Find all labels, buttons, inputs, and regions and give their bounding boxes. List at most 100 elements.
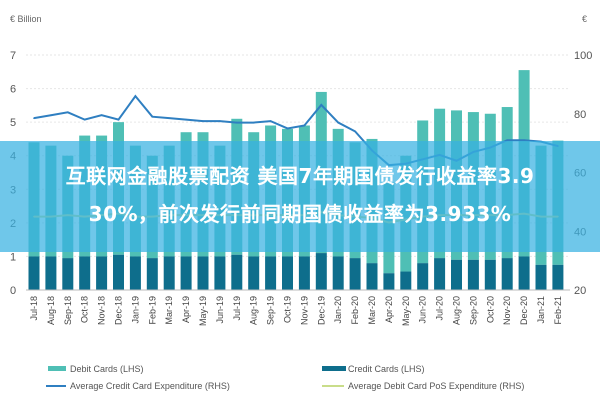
x-tick-label: Oct-20	[485, 296, 495, 323]
headline-banner: 互联网金融股票配资 美国7年期国债发行收益率3.9 30%，前次发行前同期国债收…	[0, 141, 600, 252]
bar-credit	[180, 256, 192, 290]
left-tick-label: 1	[10, 251, 16, 263]
x-tick-label: May-20	[401, 296, 411, 326]
line-point	[523, 139, 525, 141]
bar-credit	[45, 256, 57, 290]
right-tick-label: 20	[574, 285, 586, 297]
line-point	[506, 139, 509, 141]
bar-credit	[96, 256, 108, 290]
x-tick-label: Sep-18	[63, 296, 73, 325]
line-point	[185, 118, 187, 121]
line-point	[33, 117, 35, 119]
x-tick-label: Nov-20	[502, 296, 512, 325]
right-tick-label: 80	[574, 109, 586, 121]
x-tick-label: Feb-19	[147, 296, 157, 325]
legend-debit: Debit Cards (LHS)	[70, 364, 144, 374]
x-tick-label: Dec-18	[114, 296, 124, 325]
legend-swatch-debit	[48, 366, 66, 371]
x-tick-label: Sep-20	[468, 296, 478, 325]
line-point	[134, 95, 137, 97]
bar-credit	[434, 258, 446, 290]
bar-credit	[383, 273, 395, 290]
bar-credit	[467, 259, 479, 290]
legend-debit-exp: Average Debit Card PoS Expenditure (RHS)	[348, 381, 524, 391]
x-tick-label: Sep-19	[266, 296, 276, 325]
left-tick-label: 6	[10, 84, 16, 96]
x-tick-label: Dec-20	[519, 296, 529, 325]
x-tick-label: Jun-20	[418, 296, 428, 324]
bar-credit	[231, 254, 243, 290]
x-tick-label: Feb-20	[350, 296, 360, 325]
x-tick-label: Mar-20	[367, 296, 377, 325]
x-tick-label: Jan-19	[130, 296, 140, 324]
line-point	[252, 121, 255, 124]
x-tick-label: Jan-21	[536, 296, 546, 324]
x-tick-label: Aug-20	[452, 296, 462, 325]
bar-credit	[417, 263, 429, 290]
left-tick-label: 7	[10, 50, 16, 62]
line-point	[151, 115, 154, 118]
bar-credit	[349, 258, 361, 290]
line-point	[354, 130, 356, 133]
bar-credit	[451, 259, 462, 290]
line-point	[337, 121, 340, 124]
bar-credit	[315, 253, 327, 290]
line-point	[219, 120, 221, 122]
bar-credit	[366, 263, 378, 290]
line-point	[117, 118, 120, 121]
bar-credit	[248, 256, 260, 290]
line-point	[320, 104, 323, 106]
x-tick-label: Aug-18	[46, 296, 56, 325]
line-point	[67, 111, 69, 114]
line-point	[168, 117, 170, 119]
bar-credit	[197, 256, 209, 290]
bar-credit	[282, 256, 293, 290]
x-tick-label: Aug-19	[249, 296, 259, 325]
x-tick-label: Apr-20	[384, 296, 394, 323]
legend-credit: Credit Cards (LHS)	[348, 364, 425, 374]
right-axis-unit: €	[582, 14, 587, 24]
line-point	[286, 127, 289, 130]
bar-credit	[298, 256, 310, 290]
x-tick-label: Feb-21	[553, 296, 563, 325]
x-tick-label: Jul-18	[29, 296, 39, 321]
line-point	[83, 118, 86, 121]
x-tick-label: Oct-18	[80, 296, 90, 323]
headline-line-2: 30%，前次发行前同期国债收益率为3.933%	[88, 202, 512, 226]
line-point	[202, 120, 204, 122]
bar-credit	[265, 256, 277, 290]
line-point	[50, 114, 52, 117]
x-tick-label: Jul-19	[232, 296, 242, 321]
bar-credit	[501, 258, 513, 290]
x-tick-label: Jun-19	[215, 296, 225, 324]
right-tick-label: 100	[574, 50, 592, 62]
bar-credit	[146, 258, 158, 290]
x-tick-label: Jul-20	[435, 296, 445, 321]
x-tick-label: Apr-19	[181, 296, 191, 323]
bar-credit	[400, 271, 412, 290]
legend: Debit Cards (LHS) Credit Cards (LHS) Ave…	[46, 364, 524, 391]
bar-credit	[552, 264, 564, 290]
bar-credit	[79, 256, 91, 290]
x-tick-label: Dec-19	[316, 296, 326, 325]
legend-swatch-credit	[322, 366, 346, 371]
x-tick-label: May-19	[198, 296, 208, 326]
bar-credit	[484, 259, 496, 290]
x-tick-label: Nov-19	[299, 296, 309, 325]
bar-credit	[332, 256, 344, 290]
bar-credit	[129, 256, 141, 290]
bar-credit	[113, 254, 124, 290]
legend-credit-exp: Average Credit Card Expenditure (RHS)	[70, 381, 230, 391]
x-tick-label: Oct-19	[283, 296, 293, 323]
bar-credit	[28, 256, 40, 290]
bar-credit	[214, 256, 226, 290]
x-tick-label: Mar-19	[164, 296, 174, 325]
bar-credit	[62, 258, 74, 290]
bar-credit	[518, 256, 530, 290]
left-axis-unit: € Billion	[10, 14, 42, 24]
bar-credit	[535, 264, 547, 290]
left-tick-label: 0	[10, 285, 16, 297]
x-tick-label: Nov-18	[97, 296, 107, 325]
line-point	[100, 114, 103, 117]
line-point	[269, 120, 272, 122]
